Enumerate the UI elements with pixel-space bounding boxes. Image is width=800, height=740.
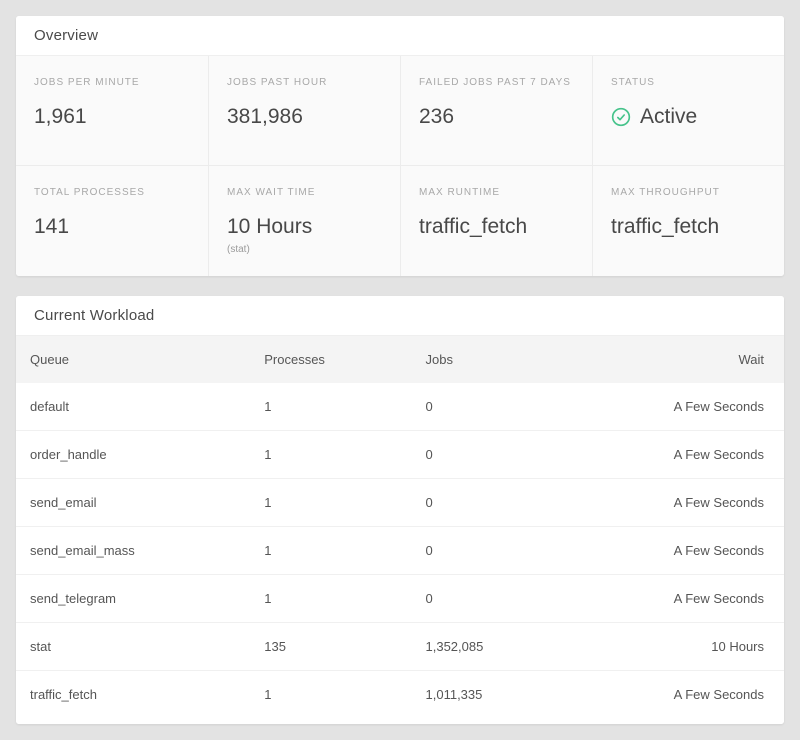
workload-header-row: Queue Processes Jobs Wait [16,336,784,383]
stat-label: TOTAL PROCESSES [34,187,145,198]
workload-card-footer-pad [16,718,784,724]
stat-value: 141 [34,215,190,239]
cell-jobs: 0 [411,430,619,479]
cell-processes: 1 [250,574,412,623]
cell-queue: stat [16,622,251,671]
table-row-stat: stat 135 1,352,085 10 Hours [16,622,784,671]
stat-value-text: 1,961 [34,105,87,128]
stat-total-processes: TOTAL PROCESSES 141 [16,166,208,276]
stat-label: JOBS PER MINUTE [34,77,140,88]
cell-wait: A Few Seconds [618,526,784,575]
workload-card-header: Current Workload [16,296,784,336]
overview-title: Overview [34,27,99,44]
check-circle-icon [611,107,631,127]
table-row-default: default 1 0 A Few Seconds [16,383,784,431]
stat-label: MAX THROUGHPUT [611,187,720,198]
cell-jobs: 0 [411,478,619,527]
overview-card: Overview JOBS PER MINUTE 1,961 JOBS PAST H… [16,16,784,276]
overview-stats-grid: JOBS PER MINUTE 1,961 JOBS PAST HOUR 381,98… [16,56,784,276]
stat-value-text: 141 [34,215,70,238]
cell-queue: traffic_fetch [16,670,251,718]
stat-value: 1,961 [34,105,190,129]
cell-processes: 1 [250,478,412,527]
cell-wait: A Few Seconds [618,430,784,479]
cell-queue: default [30,399,70,414]
stat-value-text: 10 Hours [227,215,313,238]
table-row-send_email: send_email 1 0 A Few Seconds [16,478,784,527]
cell-jobs: 1,352,085 [411,622,619,671]
cell-processes: 1 [250,670,412,718]
table-row-order_handle: order_handle 1 0 A Few Seconds [16,430,784,479]
cell-wait: 10 Hours [618,622,784,671]
stat-value-text: 236 [419,105,455,128]
column-header-wait: Wait [618,336,784,383]
stat-max-wait-time: MAX WAIT TIME 10 Hours (stat) [208,166,400,276]
table-row-send_email_mass: send_email_mass 1 0 A Few Seconds [16,526,784,575]
cell-wait: A Few Seconds [618,574,784,623]
stat-sub-label: (stat) [227,244,250,255]
cell-wait: A Few Seconds [673,399,764,414]
workload-table: Queue Processes Jobs Wait default 1 0 A Few Se… [16,336,784,718]
cell-processes: 1 [250,430,412,479]
cell-jobs: 0 [425,399,433,414]
cell-wait: A Few Seconds [618,670,784,718]
cell-processes: 1 [264,399,272,414]
stat-jobs-past-hour: JOBS PAST HOUR 381,986 [208,56,400,166]
stat-label: JOBS PAST HOUR [227,77,328,88]
stat-value-text: Active [640,105,698,128]
cell-queue: send_telegram [16,574,251,623]
column-header-queue: Queue [16,336,251,383]
stat-max-throughput: MAX THROUGHPUT traffic_fetch [592,166,784,276]
workload-table-body: default 1 0 A Few Seconds order_handle 1 0 A Fe… [16,383,784,718]
stat-status: STATUS Active [592,56,784,166]
stat-label: FAILED JOBS PAST 7 DAYS [419,77,571,88]
stat-value: 381,986 [227,105,382,129]
stat-jobs-per-minute: JOBS PER MINUTE 1,961 [16,56,208,166]
stat-value: traffic_fetch [419,215,574,239]
cell-processes: 135 [250,622,412,671]
stat-label: STATUS [611,77,655,88]
workload-table-head: Queue Processes Jobs Wait [16,336,784,383]
stat-label: MAX WAIT TIME [227,187,316,198]
stat-value-text: traffic_fetch [611,215,720,238]
stat-value-text: traffic_fetch [419,215,528,238]
stat-value: Active [611,105,766,129]
stat-label: MAX RUNTIME [419,187,500,198]
stat-failed-jobs-past-7-days: FAILED JOBS PAST 7 DAYS 236 [400,56,592,166]
cell-processes: 1 [250,526,412,575]
stat-value: traffic_fetch [611,215,766,239]
cell-queue: order_handle [16,430,251,479]
column-header-jobs: Jobs [411,336,619,383]
cell-queue: send_email [16,478,251,527]
table-row-traffic_fetch: traffic_fetch 1 1,011,335 A Few Seconds [16,670,784,718]
cell-jobs: 0 [411,574,619,623]
column-header-processes: Processes [250,336,412,383]
cell-wait: A Few Seconds [618,478,784,527]
overview-card-header: Overview [16,16,784,56]
workload-card: Current Workload Queue Processes Jobs Wait … [16,296,784,724]
stat-value: 236 [419,105,574,129]
stat-value-text: 381,986 [227,105,303,128]
stat-max-runtime: MAX RUNTIME traffic_fetch [400,166,592,276]
cell-jobs: 0 [411,526,619,575]
cell-queue: send_email_mass [16,526,251,575]
workload-title: Current Workload [34,307,155,324]
cell-jobs: 1,011,335 [411,670,619,718]
table-row-send_telegram: send_telegram 1 0 A Few Seconds [16,574,784,623]
stat-value: 10 Hours [227,215,382,239]
